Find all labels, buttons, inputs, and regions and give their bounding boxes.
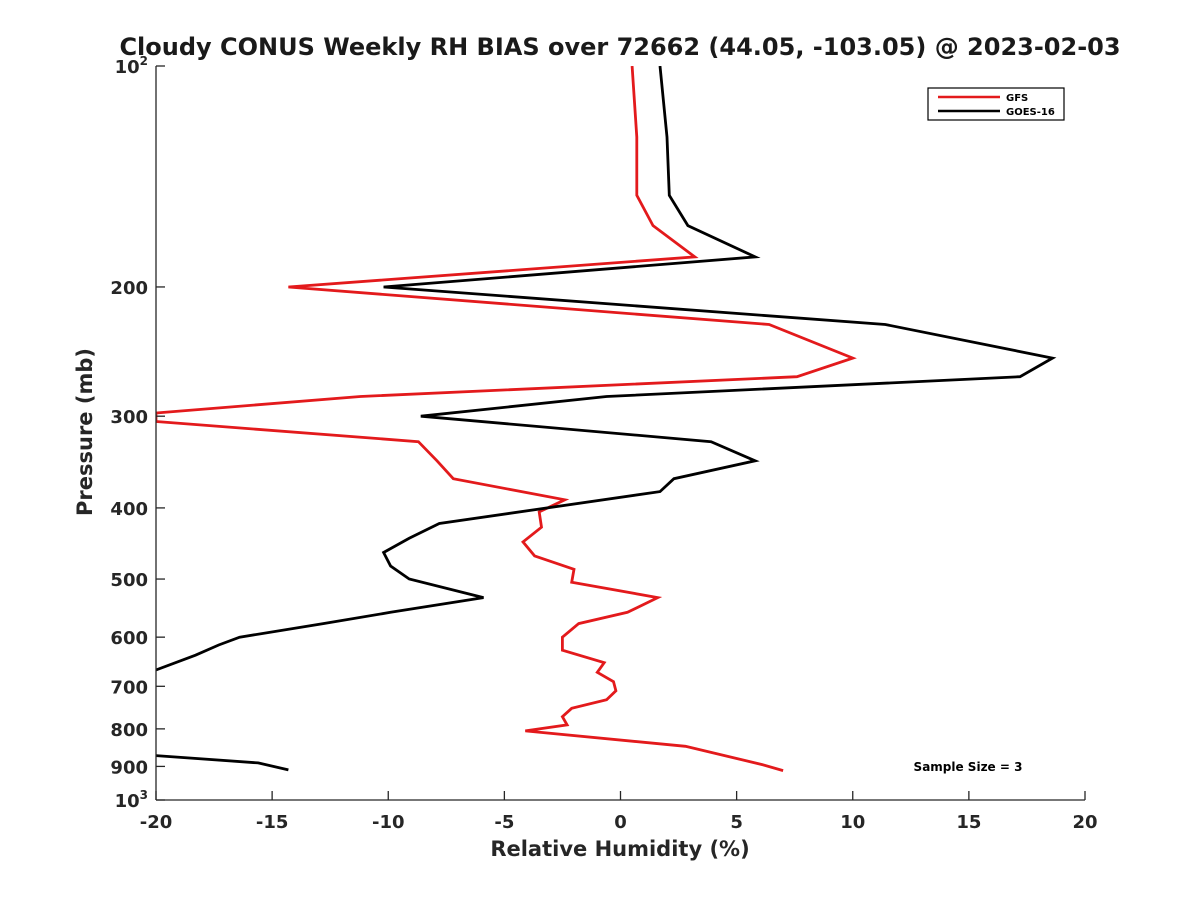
y-tick-label: 103 [115,788,148,812]
ticks: -20 -15 -10 -5 0 5 10 15 20 102 200 300 400 500 600 700… [110,54,1097,833]
y-axis-label: Pressure (mb) [73,348,97,516]
y-tick-label: 102 [115,54,148,78]
legend-entry: GFS [1006,93,1028,104]
x-tick-label: 20 [1072,812,1097,833]
x-tick-label: 0 [614,812,627,833]
y-tick-label: 200 [110,278,148,299]
legend: GFS GOES-16 [927,87,1065,121]
plot-area [156,66,1057,772]
chart-title: Cloudy CONUS Weekly RH BIAS over 72662 (… [119,33,1120,61]
x-tick-label: 15 [956,812,981,833]
y-tick-label: 900 [110,757,148,778]
x-tick-label: -15 [256,812,289,833]
legend-box [927,87,1065,121]
y-tick-label: 600 [110,628,148,649]
y-tick-label: 800 [110,720,148,741]
x-tick-label: 10 [840,812,865,833]
y-tick-label: 500 [110,570,148,591]
sample-size-annotation: Sample Size = 3 [914,760,1023,774]
series-line-goes-16 [156,66,1057,772]
y-tick-label: 300 [110,407,148,428]
series-line-gfs [156,66,857,772]
legend-entry: GOES-16 [1006,107,1055,118]
y-tick-label: 700 [110,677,148,698]
x-tick-label: 5 [730,812,743,833]
x-axis-label: Relative Humidity (%) [490,837,749,861]
x-tick-label: -10 [372,812,405,833]
y-tick-label: 400 [110,499,148,520]
x-tick-label: -20 [140,812,173,833]
x-tick-label: -5 [494,812,514,833]
